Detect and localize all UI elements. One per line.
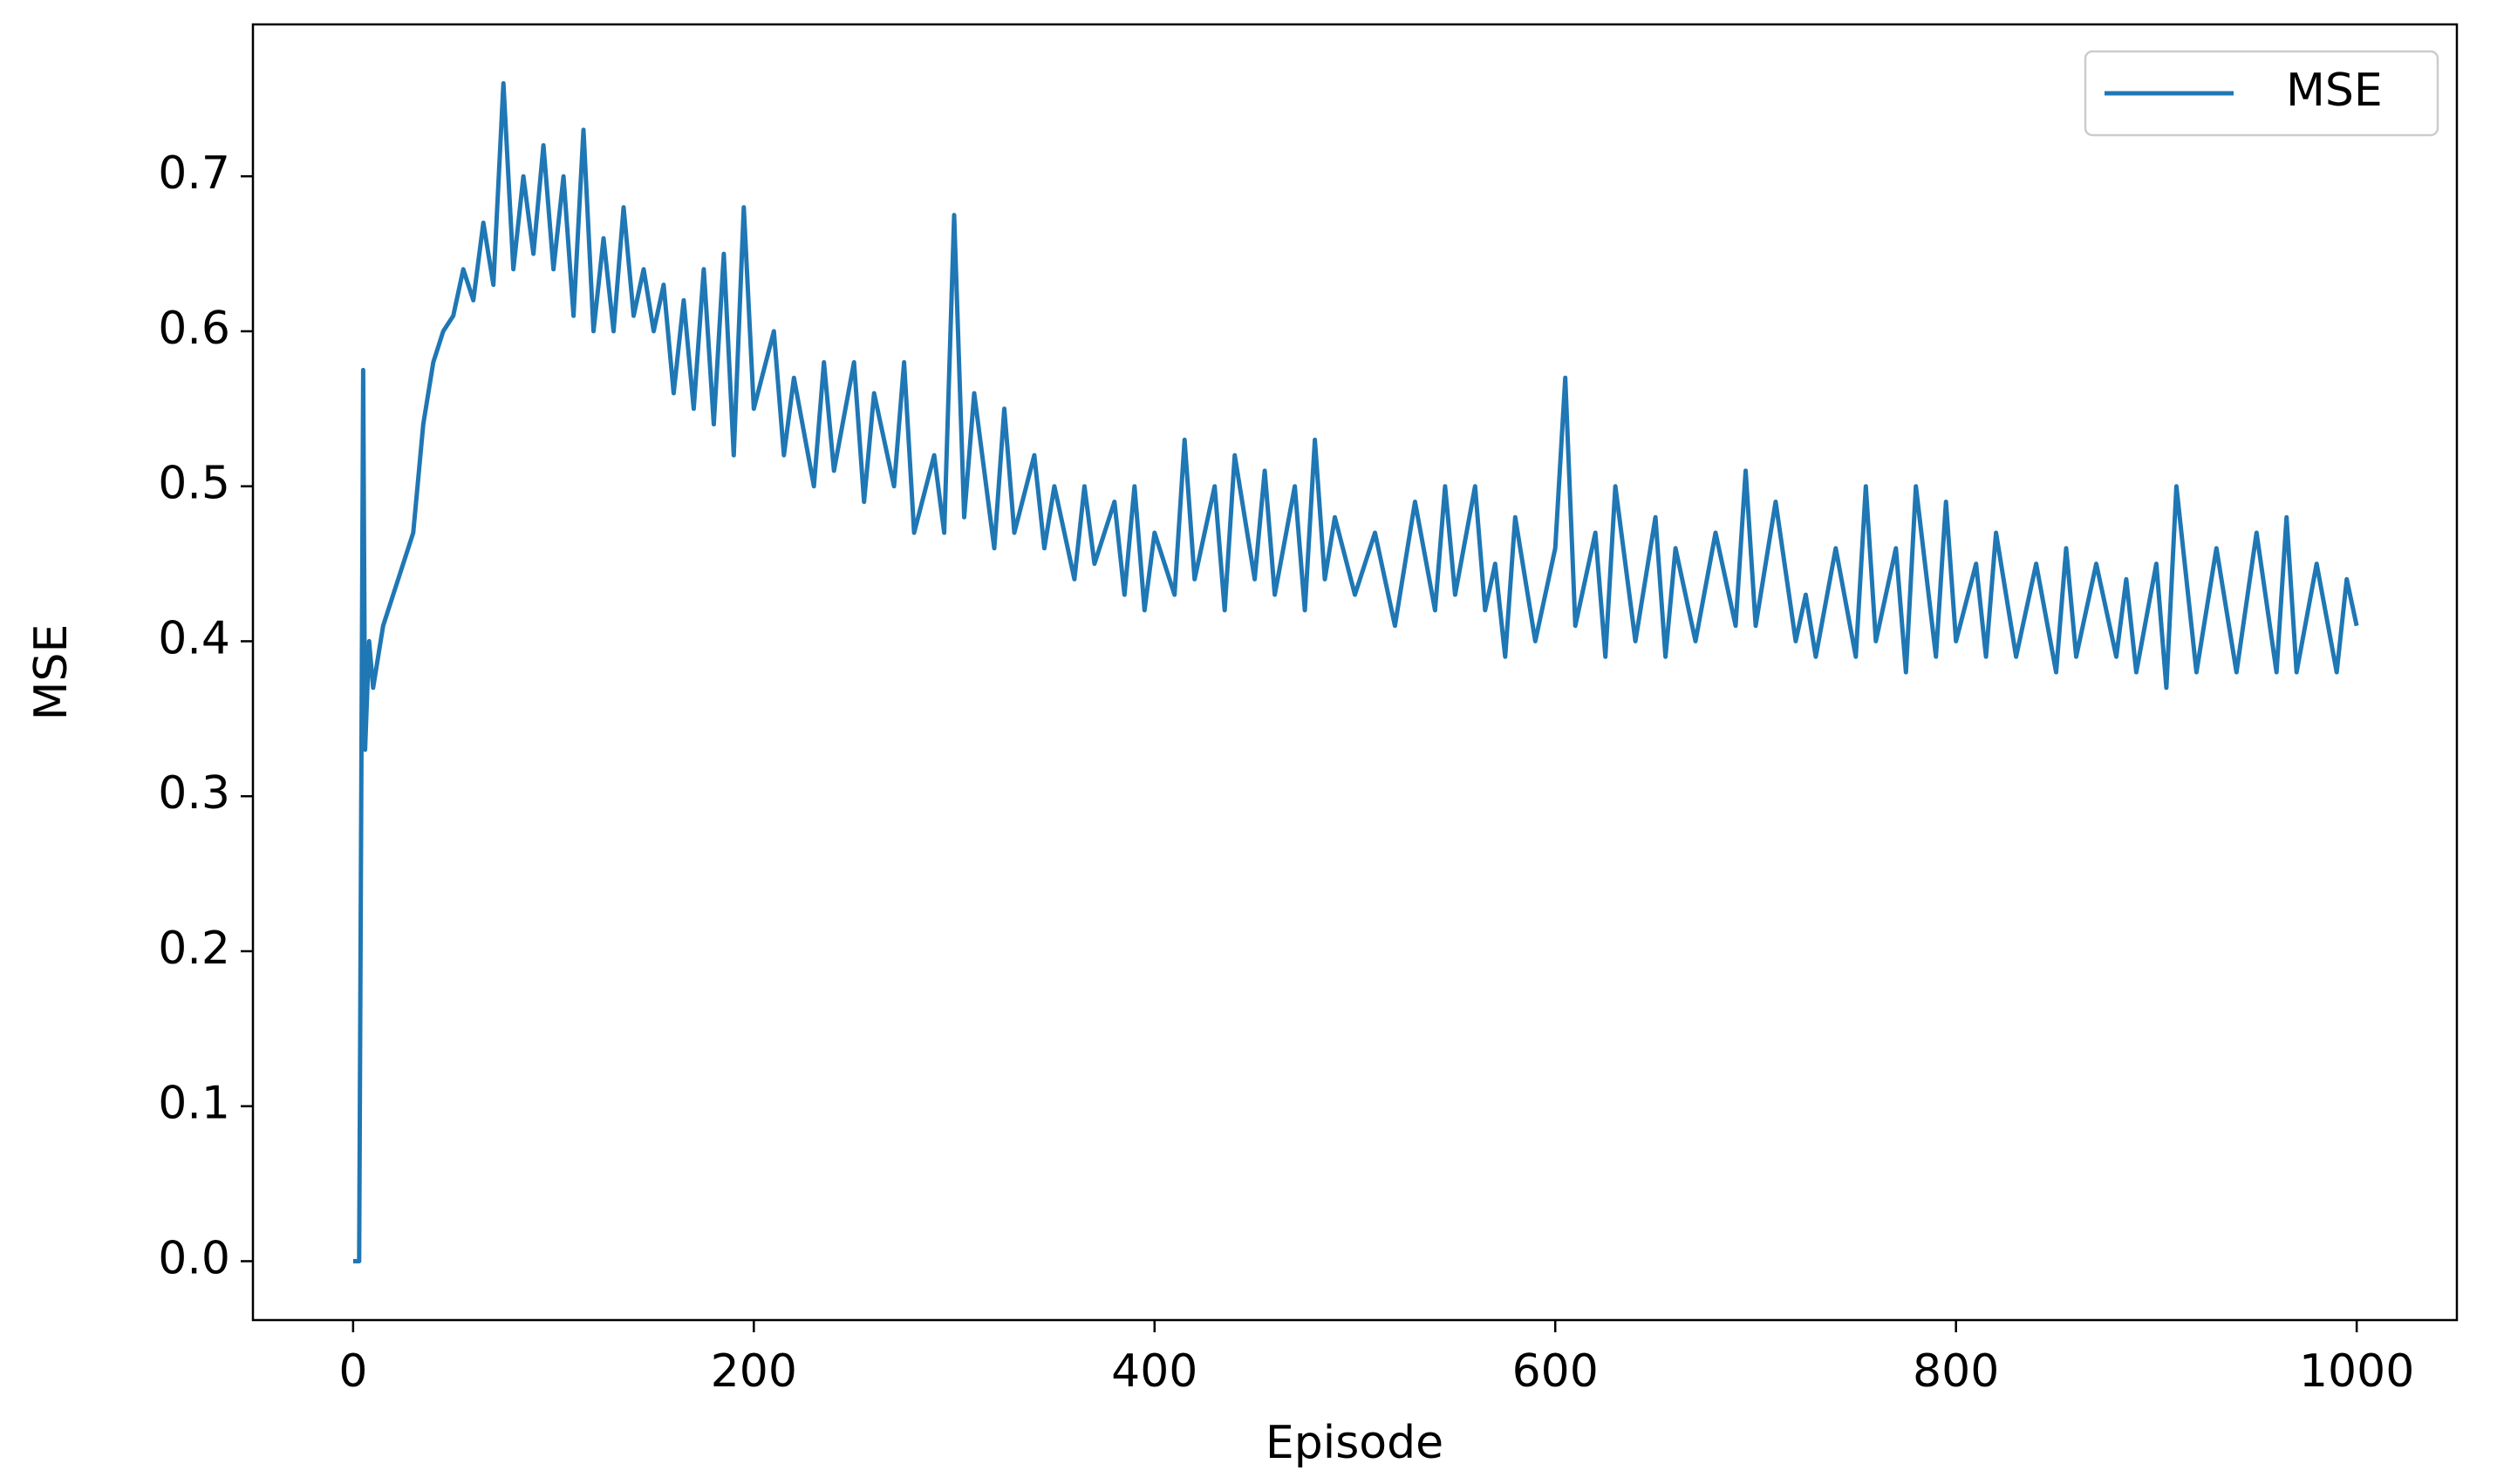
- x-tick-label: 800: [1913, 1345, 1999, 1398]
- legend-box: [2084, 50, 2439, 137]
- y-tick-label: 0.2: [158, 922, 230, 975]
- plot-frame: [251, 23, 2459, 1322]
- x-tick-label: 600: [1512, 1345, 1599, 1398]
- y-tick-label: 0.7: [158, 147, 230, 200]
- x-tick-label: 1000: [2299, 1345, 2414, 1398]
- y-tick-label: 0.4: [158, 612, 230, 664]
- y-tick-label: 0.5: [158, 458, 230, 510]
- legend-label: MSE: [2286, 65, 2383, 117]
- x-tick-label: 400: [1111, 1345, 1197, 1398]
- y-axis-label: MSE: [25, 624, 78, 721]
- y-tick-label: 0.0: [158, 1232, 230, 1284]
- x-tick-label: 200: [711, 1345, 797, 1398]
- x-axis-label: Episode: [1266, 1417, 1443, 1469]
- x-tick-label: 0: [338, 1345, 367, 1398]
- y-tick-label: 0.6: [158, 303, 230, 355]
- y-tick-label: 0.1: [158, 1078, 230, 1130]
- data-line: [352, 81, 2359, 1263]
- y-tick-label: 0.3: [158, 767, 230, 820]
